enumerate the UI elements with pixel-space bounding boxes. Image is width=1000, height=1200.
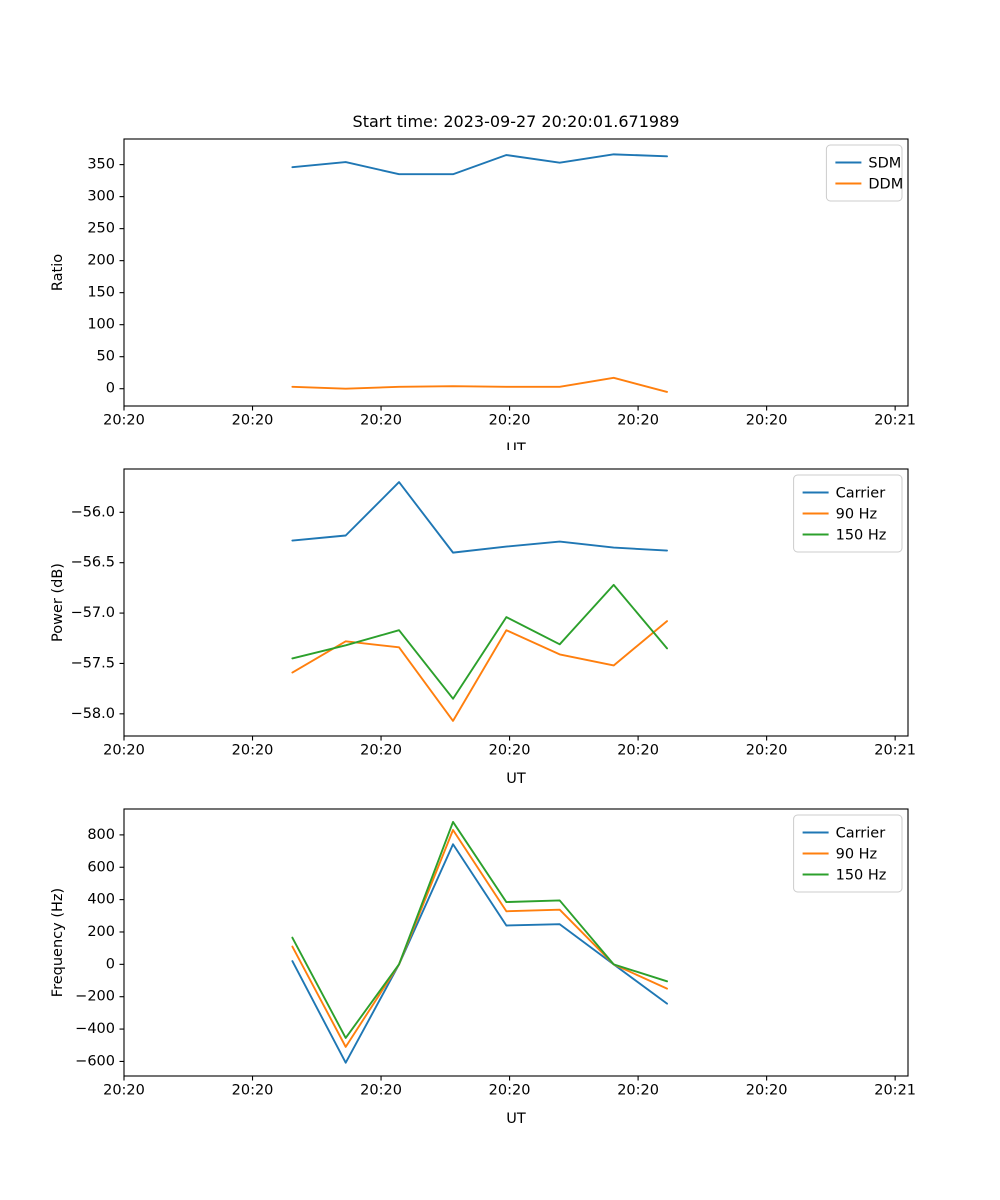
legend-label-150-hz: 150 Hz bbox=[836, 868, 887, 884]
y-axis: −600 −400 −200 0 200 400 600 800 bbox=[75, 827, 124, 1069]
y-tick-label: 300 bbox=[87, 189, 115, 205]
x-tick-label: 20:20 bbox=[360, 1083, 402, 1099]
y-axis-label: Power (dB) bbox=[50, 563, 66, 642]
chart-legend: Carrier 90 Hz 150 Hz bbox=[793, 814, 903, 893]
x-tick-label: 20:20 bbox=[232, 1083, 274, 1099]
y-tick-label: 800 bbox=[87, 827, 115, 843]
x-tick-label: 20:20 bbox=[617, 1083, 659, 1099]
y-tick-label: 0 bbox=[106, 381, 115, 397]
y-tick-label: −57.0 bbox=[71, 605, 115, 621]
x-tick-label: 20:20 bbox=[746, 413, 788, 429]
series-group bbox=[291, 821, 668, 1064]
legend-box bbox=[825, 144, 903, 202]
chart-frequency: 20:20 20:20 20:20 20:20 20:20 20:20 20:21 UT −60… bbox=[50, 808, 916, 1127]
axes-frame bbox=[123, 808, 909, 1077]
chart-title: Start time: 2023-09-27 20:20:01.671989 bbox=[353, 112, 680, 131]
legend-label-90-hz: 90 Hz bbox=[836, 507, 878, 523]
chart-power: 20:20 20:20 20:20 20:20 20:20 20:20 20:21 UT −58… bbox=[50, 468, 916, 787]
legend-box bbox=[793, 474, 903, 553]
x-tick-label: 20:20 bbox=[360, 743, 402, 759]
series-line-90-hz bbox=[291, 620, 668, 722]
legend-label-ddm: DDM bbox=[868, 177, 903, 193]
y-axis: −58.0 −57.5 −57.0 −56.5 −56.0 bbox=[71, 504, 124, 722]
series-group bbox=[291, 153, 668, 393]
series-line-sdm bbox=[291, 153, 668, 176]
y-tick-label: −600 bbox=[75, 1053, 115, 1069]
x-tick-label: 20:20 bbox=[103, 1083, 145, 1099]
series-line-carrier bbox=[291, 843, 668, 1064]
legend-label-90-hz: 90 Hz bbox=[836, 847, 878, 863]
axes-frame bbox=[123, 468, 909, 737]
x-tick-label: 20:21 bbox=[874, 413, 916, 429]
x-tick-label: 20:21 bbox=[874, 1083, 916, 1099]
subplot-ratio: Start time: 2023-09-27 20:20:01.671989 20… bbox=[0, 0, 1000, 450]
y-tick-label: 100 bbox=[87, 317, 115, 333]
legend-label-150-hz: 150 Hz bbox=[836, 528, 887, 544]
y-tick-label: 400 bbox=[87, 892, 115, 908]
legend-box bbox=[793, 814, 903, 893]
x-axis-label: UT bbox=[506, 771, 526, 787]
x-axis-label: UT bbox=[506, 441, 526, 450]
subplot-power: 20:20 20:20 20:20 20:20 20:20 20:20 20:21 UT −58… bbox=[0, 450, 1000, 790]
y-tick-label: −57.5 bbox=[71, 655, 115, 671]
x-tick-label: 20:20 bbox=[103, 743, 145, 759]
axes-frame bbox=[123, 138, 909, 407]
series-line-carrier bbox=[291, 481, 668, 554]
x-tick-label: 20:20 bbox=[746, 743, 788, 759]
y-tick-label: −56.0 bbox=[71, 504, 115, 520]
x-tick-label: 20:20 bbox=[489, 1083, 531, 1099]
x-tick-label: 20:20 bbox=[617, 413, 659, 429]
x-axis-label: UT bbox=[506, 1111, 526, 1127]
x-tick-label: 20:20 bbox=[746, 1083, 788, 1099]
y-tick-label: 200 bbox=[87, 253, 115, 269]
x-axis: 20:20 20:20 20:20 20:20 20:20 20:20 20:21 bbox=[103, 406, 916, 429]
subplot-frequency: 20:20 20:20 20:20 20:20 20:20 20:20 20:21 UT −60… bbox=[0, 790, 1000, 1200]
x-tick-label: 20:20 bbox=[489, 743, 531, 759]
series-line-ddm bbox=[291, 376, 668, 393]
x-tick-label: 20:20 bbox=[617, 743, 659, 759]
chart-legend: Carrier 90 Hz 150 Hz bbox=[793, 474, 903, 553]
y-tick-label: 350 bbox=[87, 157, 115, 173]
series-group bbox=[291, 481, 668, 722]
y-tick-label: −56.5 bbox=[71, 555, 115, 571]
y-axis-label: Frequency (Hz) bbox=[50, 888, 66, 997]
x-axis: 20:20 20:20 20:20 20:20 20:20 20:20 20:21 bbox=[103, 1076, 916, 1099]
x-tick-label: 20:20 bbox=[232, 743, 274, 759]
x-tick-label: 20:20 bbox=[232, 413, 274, 429]
x-axis: 20:20 20:20 20:20 20:20 20:20 20:20 20:21 bbox=[103, 736, 916, 759]
x-tick-label: 20:20 bbox=[360, 413, 402, 429]
series-line-90-hz bbox=[291, 829, 668, 1048]
y-tick-label: 150 bbox=[87, 285, 115, 301]
y-tick-label: −58.0 bbox=[71, 706, 115, 722]
legend-label-carrier: Carrier bbox=[836, 826, 886, 842]
legend-label-sdm: SDM bbox=[868, 156, 901, 172]
x-tick-label: 20:20 bbox=[489, 413, 531, 429]
y-tick-label: 250 bbox=[87, 221, 115, 237]
legend-label-carrier: Carrier bbox=[836, 486, 886, 502]
series-line-150-hz bbox=[291, 821, 668, 1039]
y-tick-label: −200 bbox=[75, 989, 115, 1005]
y-axis-label: Ratio bbox=[50, 254, 66, 291]
y-axis: 0 50 100 150 200 250 300 350 bbox=[87, 157, 124, 397]
x-tick-label: 20:21 bbox=[874, 743, 916, 759]
y-tick-label: 200 bbox=[87, 924, 115, 940]
y-tick-label: −400 bbox=[75, 1021, 115, 1037]
chart-ratio: Start time: 2023-09-27 20:20:01.671989 20… bbox=[50, 112, 916, 450]
y-tick-label: 50 bbox=[97, 349, 115, 365]
x-tick-label: 20:20 bbox=[103, 413, 145, 429]
y-tick-label: 0 bbox=[106, 956, 115, 972]
series-line-150-hz bbox=[291, 583, 668, 700]
y-tick-label: 600 bbox=[87, 859, 115, 875]
chart-legend: SDM DDM bbox=[825, 144, 903, 202]
